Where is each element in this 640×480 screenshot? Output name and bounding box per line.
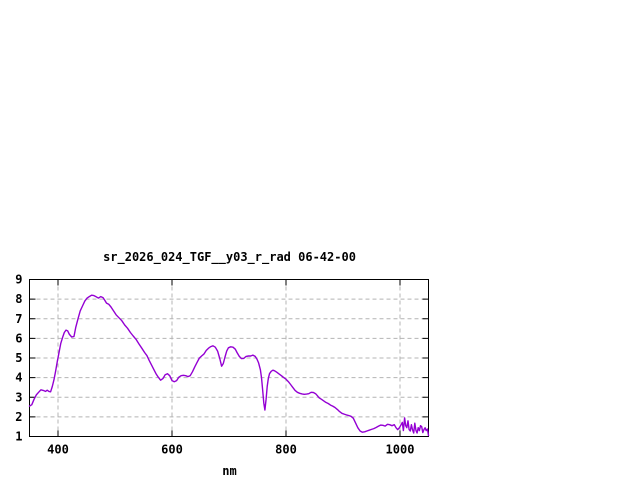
y-tick-label: 4 [15,371,22,385]
y-tick-label: 1 [15,430,22,444]
y-tick-label: 6 [15,331,22,345]
spectrum-line [28,294,430,437]
y-tick-label: 3 [15,390,22,404]
x-tick-label: 1000 [386,443,415,457]
y-tick-label: 8 [15,292,22,306]
x-tick-label: 400 [47,443,69,457]
y-tick-label: 2 [15,410,22,424]
x-tick-label: 800 [275,443,297,457]
x-tick-label: 600 [161,443,183,457]
y-tick-label: 9 [15,273,22,287]
x-axis-title: nm [222,464,237,478]
y-tick-label: 7 [15,312,22,326]
y-tick-label: 5 [15,351,22,365]
chart-title: sr_2026_024_TGF__y03_r_rad 06-42-00 [103,250,356,264]
